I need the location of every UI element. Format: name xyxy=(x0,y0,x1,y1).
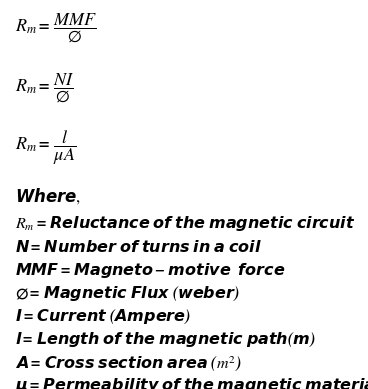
Text: $\boldsymbol{I = Current\ (Ampere)}$: $\boldsymbol{I = Current\ (Ampere)}$ xyxy=(15,308,191,326)
Text: $\boldsymbol{MMF = Magneto - motive\ \ force}$: $\boldsymbol{MMF = Magneto - motive\ \ f… xyxy=(15,261,285,280)
Text: $\boldsymbol{R_m = \dfrac{l}{\mu A}}$: $\boldsymbol{R_m = \dfrac{l}{\mu A}}$ xyxy=(15,128,76,167)
Text: $\boldsymbol{R_m = \dfrac{MMF}{\varnothing}}$: $\boldsymbol{R_m = \dfrac{MMF}{\varnothi… xyxy=(15,11,97,44)
Text: $\boldsymbol{A = Cross\ section\ area\ (m^2)}$: $\boldsymbol{A = Cross\ section\ area\ (… xyxy=(15,354,241,373)
Text: $\boldsymbol{R_m = \dfrac{NI}{\varnothing}}$: $\boldsymbol{R_m = \dfrac{NI}{\varnothin… xyxy=(15,71,74,104)
Text: $\boldsymbol{l = Length\ of\ the\ magnetic\ path(m)}$: $\boldsymbol{l = Length\ of\ the\ magnet… xyxy=(15,331,315,349)
Text: $\boldsymbol{\mu = Permeability\ of\ the\ magnetic\ material}$: $\boldsymbol{\mu = Permeability\ of\ the… xyxy=(15,377,368,389)
Text: $\boldsymbol{Where,}$: $\boldsymbol{Where,}$ xyxy=(15,186,81,207)
Text: $\boldsymbol{\varnothing = Magnetic\ Flux\ (weber)}$: $\boldsymbol{\varnothing = Magnetic\ Flu… xyxy=(15,285,239,303)
Text: $\boldsymbol{R_m = Reluctance\ of\ the\ magnetic\ circuit}$: $\boldsymbol{R_m = Reluctance\ of\ the\ … xyxy=(15,214,355,233)
Text: $\boldsymbol{N = Number\ of\ turns\ in\ a\ coil}$: $\boldsymbol{N = Number\ of\ turns\ in\ … xyxy=(15,238,262,256)
